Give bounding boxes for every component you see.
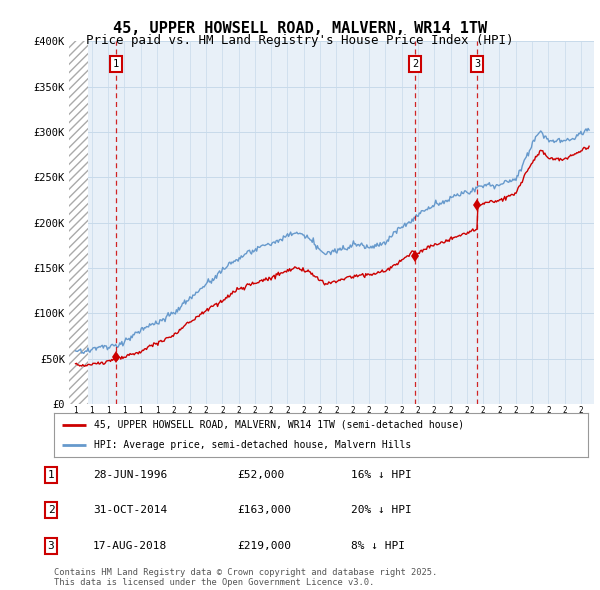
Text: 3: 3 (474, 59, 480, 69)
Text: 8% ↓ HPI: 8% ↓ HPI (351, 541, 405, 550)
Text: 2: 2 (47, 506, 55, 515)
Text: Price paid vs. HM Land Registry's House Price Index (HPI): Price paid vs. HM Land Registry's House … (86, 34, 514, 47)
Text: 16% ↓ HPI: 16% ↓ HPI (351, 470, 412, 480)
Text: 45, UPPER HOWSELL ROAD, MALVERN, WR14 1TW (semi-detached house): 45, UPPER HOWSELL ROAD, MALVERN, WR14 1T… (94, 420, 464, 430)
Text: 2: 2 (412, 59, 418, 69)
Text: 28-JUN-1996: 28-JUN-1996 (93, 470, 167, 480)
Text: 3: 3 (47, 541, 55, 550)
Text: 45, UPPER HOWSELL ROAD, MALVERN, WR14 1TW: 45, UPPER HOWSELL ROAD, MALVERN, WR14 1T… (113, 21, 487, 35)
Text: 17-AUG-2018: 17-AUG-2018 (93, 541, 167, 550)
Text: Contains HM Land Registry data © Crown copyright and database right 2025.
This d: Contains HM Land Registry data © Crown c… (54, 568, 437, 587)
Text: 31-OCT-2014: 31-OCT-2014 (93, 506, 167, 515)
Text: £219,000: £219,000 (237, 541, 291, 550)
Text: £163,000: £163,000 (237, 506, 291, 515)
Text: 1: 1 (47, 470, 55, 480)
Text: HPI: Average price, semi-detached house, Malvern Hills: HPI: Average price, semi-detached house,… (94, 440, 412, 450)
Text: £52,000: £52,000 (237, 470, 284, 480)
Text: 20% ↓ HPI: 20% ↓ HPI (351, 506, 412, 515)
Text: 1: 1 (113, 59, 119, 69)
